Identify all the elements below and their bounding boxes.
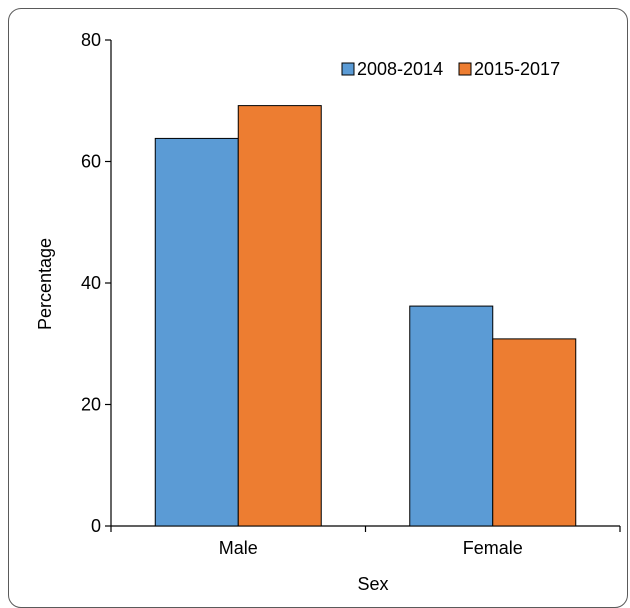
y-tick-label: 80 xyxy=(81,30,101,50)
bar-male-2008-2014 xyxy=(154,137,239,527)
bars xyxy=(154,105,577,527)
y-tick-label: 20 xyxy=(81,395,101,415)
y-axis: 0 20 40 60 80 xyxy=(81,30,112,536)
y-axis-title: Percentage xyxy=(35,238,55,330)
x-axis-title: Sex xyxy=(357,574,388,594)
legend-swatch xyxy=(341,62,355,76)
x-category-label: Female xyxy=(463,538,523,558)
bar-female-2008-2014 xyxy=(409,305,494,527)
bar-male-2015-2017 xyxy=(237,105,322,527)
x-axis: Male Female xyxy=(110,525,621,558)
y-tick-label: 60 xyxy=(81,152,101,172)
bar-female-2015-2017 xyxy=(492,338,577,527)
legend: 2008-2014 2015-2017 xyxy=(341,59,560,79)
x-category-label: Male xyxy=(219,538,258,558)
y-tick-label: 40 xyxy=(81,273,101,293)
legend-label: 2008-2014 xyxy=(357,59,443,79)
y-tick-label: 0 xyxy=(91,516,101,536)
legend-swatch xyxy=(458,62,472,76)
legend-label: 2015-2017 xyxy=(474,59,560,79)
